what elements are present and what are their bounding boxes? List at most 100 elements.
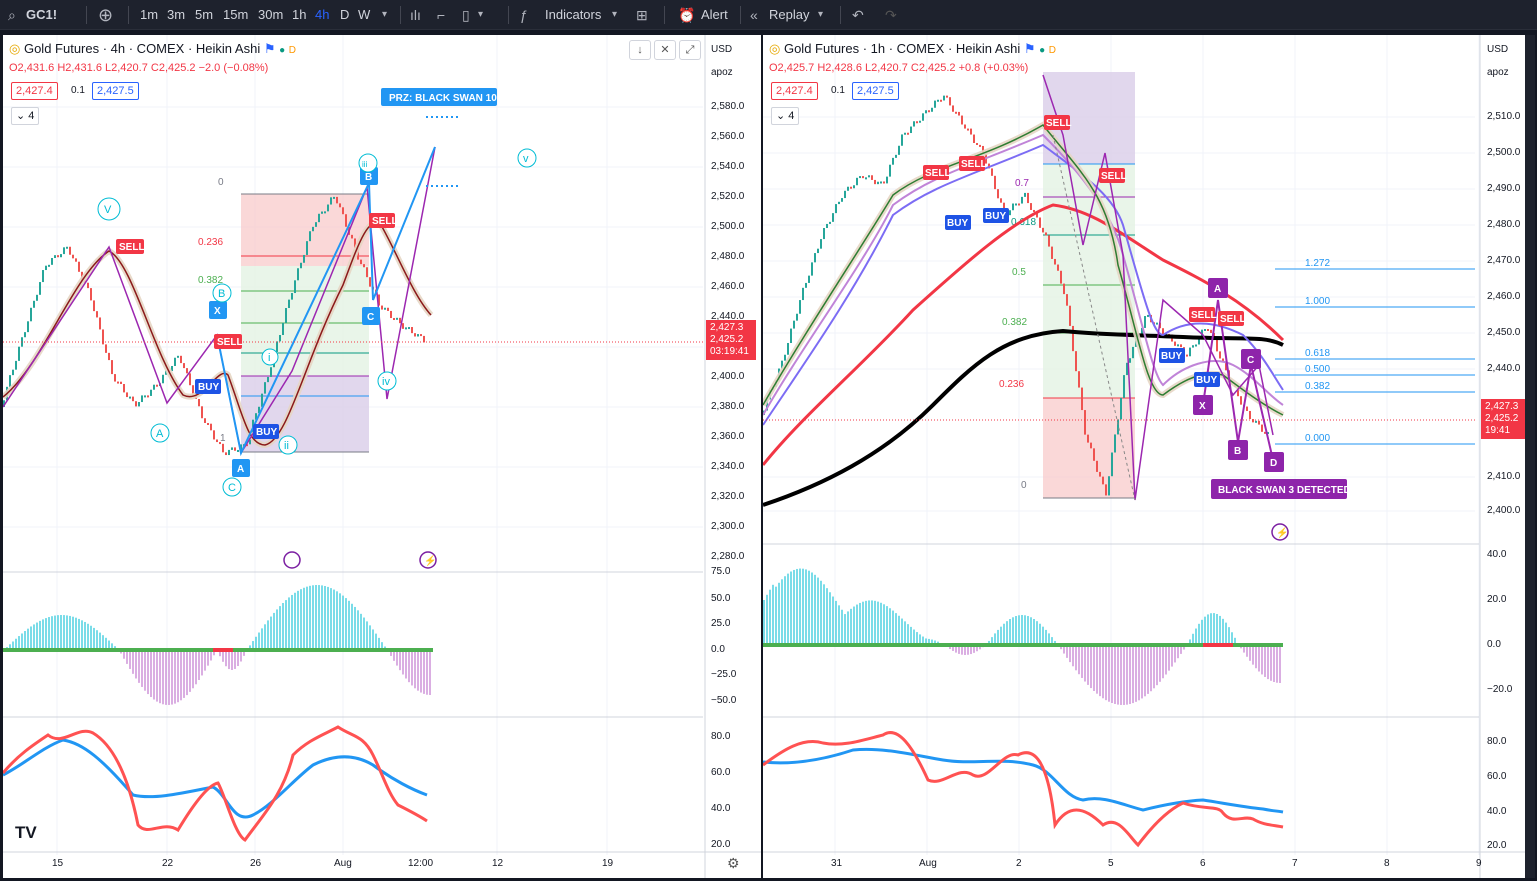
sell-signal[interactable]: SELL: [372, 216, 398, 227]
prz-label[interactable]: PRZ: BLACK SWAN 10: [389, 93, 497, 104]
wave-label: A: [156, 428, 164, 440]
harmonic-pattern-line[interactable]: [216, 146, 436, 457]
maximize-icon[interactable]: ⤢: [679, 40, 701, 60]
replay-button[interactable]: Replay: [769, 7, 810, 22]
left-ask-button[interactable]: 2,427.5: [92, 82, 139, 100]
currency-label[interactable]: USD: [1487, 44, 1509, 55]
interval-d[interactable]: D: [340, 7, 350, 22]
candle: [1255, 420, 1257, 423]
pattern-point-a[interactable]: A: [237, 464, 244, 475]
candle-style-icon[interactable]: ▯: [462, 7, 470, 23]
pattern-detected-label[interactable]: BLACK SWAN 3 DETECTED: [1218, 485, 1351, 496]
replay-icon[interactable]: «: [750, 7, 758, 23]
sell-signal[interactable]: SELL: [1191, 310, 1217, 321]
close-icon[interactable]: ✕: [654, 40, 676, 60]
candle: [1060, 270, 1062, 284]
scale-label[interactable]: apoz: [711, 67, 733, 78]
fib-zone-purple[interactable]: [241, 376, 369, 452]
left-chart-title[interactable]: Gold Futures · 4h · COMEX · Heikin Ashi: [23, 41, 261, 56]
right-chart-panel[interactable]: 0.5 0.382 0.236 0 0.618 0.7 1.272 1.000 …: [763, 35, 1535, 878]
date-tick: 26: [250, 858, 262, 869]
candle: [15, 360, 17, 370]
right-sidebar-strip[interactable]: [1525, 35, 1535, 878]
buy-signal[interactable]: BUY: [947, 218, 968, 229]
interval-3m[interactable]: 3m: [167, 7, 186, 22]
flag-icon[interactable]: ⚑: [1023, 41, 1036, 56]
right-indicator-toggle[interactable]: ⌄ 4: [771, 107, 800, 125]
symbol-button[interactable]: GC1!: [26, 7, 58, 22]
pattern-point-c[interactable]: C: [1247, 355, 1254, 366]
right-bid-button[interactable]: 2,427.4: [771, 82, 818, 100]
interval-30m[interactable]: 30m: [258, 7, 284, 22]
candle: [1141, 327, 1143, 335]
right-chart-canvas[interactable]: 0.5 0.382 0.236 0 0.618 0.7 1.272 1.000 …: [763, 35, 1535, 878]
candle: [306, 241, 308, 255]
interval-w[interactable]: W: [358, 7, 371, 22]
add-symbol-icon[interactable]: ⊕: [98, 5, 114, 25]
buy-signal[interactable]: BUY: [985, 211, 1006, 222]
left-chart-panel[interactable]: 0 0.236 0.382 1 PRZ: BLACK SWAN 10 SELL …: [3, 35, 761, 878]
right-chart-title-row[interactable]: ◎ Gold Futures · 1h · COMEX · Heikin Ash…: [769, 41, 1056, 57]
alert-button[interactable]: Alert: [701, 7, 728, 22]
right-chart-title[interactable]: Gold Futures · 1h · COMEX · Heikin Ashi: [783, 41, 1021, 56]
interval-5m[interactable]: 5m: [195, 7, 214, 22]
chevron-down-icon[interactable]: ▾: [478, 9, 484, 20]
indicators-icon[interactable]: ƒ: [520, 7, 528, 23]
chevron-down-icon[interactable]: ▾: [382, 9, 388, 20]
buy-signal[interactable]: BUY: [1161, 351, 1182, 362]
sell-signal[interactable]: SELL: [925, 168, 951, 179]
pattern-point-d[interactable]: D: [1270, 458, 1277, 469]
buy-signal[interactable]: BUY: [1196, 375, 1217, 386]
left-chart-title-row[interactable]: ◎ Gold Futures · 4h · COMEX · Heikin Ash…: [9, 41, 296, 57]
indicators-button[interactable]: Indicators: [545, 7, 602, 22]
bar-style-icon[interactable]: ılı: [410, 7, 421, 23]
fib-zone-green[interactable]: [241, 266, 369, 376]
lightning-icon[interactable]: [419, 551, 437, 569]
event-icon[interactable]: [283, 551, 301, 569]
macd-tick: −50.0: [711, 695, 737, 706]
pattern-point-b[interactable]: B: [1234, 446, 1241, 457]
chevron-down-icon[interactable]: ▾: [612, 9, 618, 20]
redo-icon[interactable]: ↷: [885, 7, 897, 23]
candle: [90, 288, 92, 301]
pattern-point-x[interactable]: X: [1199, 401, 1206, 412]
line-style-icon[interactable]: ⌐: [437, 7, 446, 23]
interval-4h[interactable]: 4h: [315, 7, 330, 22]
top-toolbar: ⌕ GC1! ⊕ 1m 3m 5m 15m 30m 1h 4h D W ▾ ıl…: [0, 0, 1537, 30]
left-indicator-toggle[interactable]: ⌄ 4: [11, 107, 40, 125]
lightning-icon[interactable]: [1271, 523, 1289, 541]
flag-icon[interactable]: ⚑: [263, 41, 276, 56]
delayed-badge: D: [1048, 45, 1057, 56]
scale-label[interactable]: apoz: [1487, 67, 1509, 78]
sell-signal[interactable]: SELL: [217, 337, 243, 348]
fib-zone-red[interactable]: [1043, 398, 1135, 498]
pattern-point-b[interactable]: B: [365, 172, 372, 183]
settings-gear-icon[interactable]: ⚙: [727, 855, 740, 871]
download-icon[interactable]: ↓: [629, 40, 651, 60]
interval-1h[interactable]: 1h: [292, 7, 307, 22]
tradingview-logo-icon[interactable]: TV: [15, 823, 37, 842]
sell-signal[interactable]: SELL: [1220, 314, 1246, 325]
currency-label[interactable]: USD: [711, 44, 733, 55]
sell-signal[interactable]: SELL: [119, 242, 145, 253]
layout-grid-icon[interactable]: ⊞: [636, 7, 648, 23]
interval-1m[interactable]: 1m: [140, 7, 159, 22]
interval-15m[interactable]: 15m: [223, 7, 249, 22]
chevron-down-icon[interactable]: ▾: [818, 9, 824, 20]
left-bid-button[interactable]: 2,427.4: [11, 82, 58, 100]
search-icon[interactable]: ⌕: [8, 7, 16, 23]
candle: [351, 234, 353, 239]
sell-signal[interactable]: SELL: [1046, 118, 1072, 129]
sell-signal[interactable]: SELL: [1101, 171, 1127, 182]
pattern-point-a[interactable]: A: [1214, 284, 1221, 295]
right-ask-button[interactable]: 2,427.5: [852, 82, 899, 100]
left-chart-canvas[interactable]: 0 0.236 0.382 1 PRZ: BLACK SWAN 10 SELL …: [3, 35, 761, 878]
sell-signal[interactable]: SELL: [961, 159, 987, 170]
pattern-point-x[interactable]: X: [214, 306, 221, 317]
candle: [162, 374, 164, 384]
pattern-point-c[interactable]: C: [367, 312, 374, 323]
buy-signal[interactable]: BUY: [256, 427, 277, 438]
buy-signal[interactable]: BUY: [198, 382, 219, 393]
alert-clock-icon[interactable]: ⏰: [678, 7, 696, 23]
undo-icon[interactable]: ↶: [852, 7, 864, 23]
